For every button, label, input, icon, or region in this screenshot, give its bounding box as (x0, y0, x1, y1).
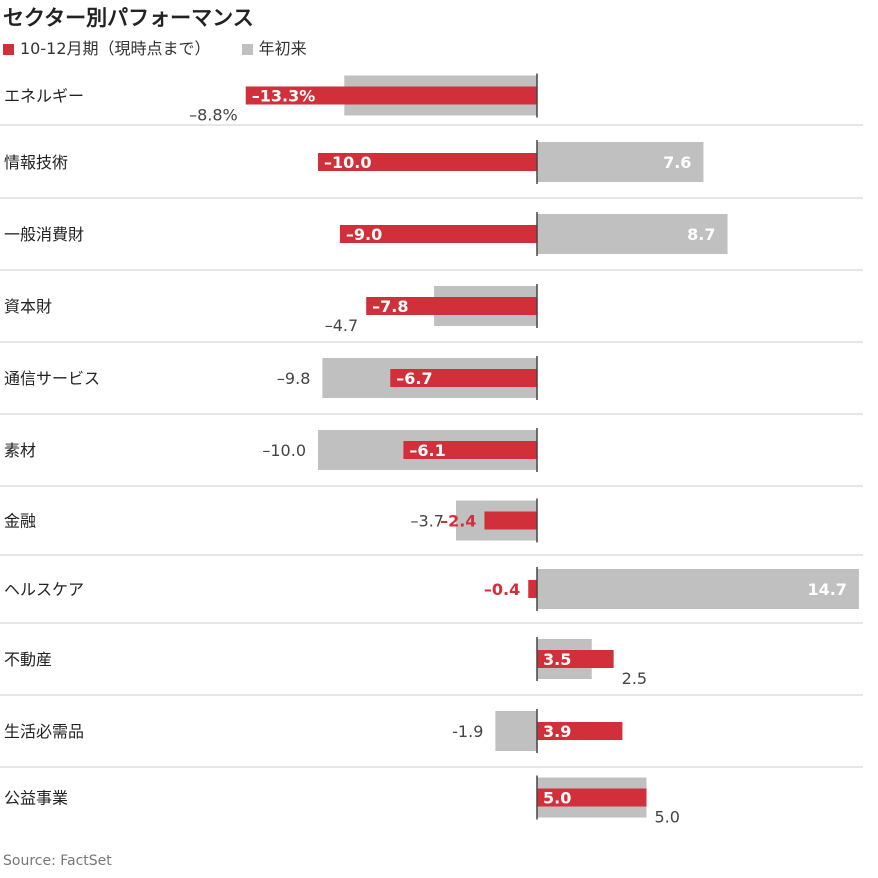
data-label-q4: 5.0 (543, 789, 571, 808)
data-label-ytd: –8.8% (189, 106, 238, 125)
bar-q4 (537, 788, 647, 807)
category-label: 資本財 (4, 297, 52, 316)
bar-q4 (403, 441, 537, 459)
bar-ytd (537, 214, 728, 254)
category-label: エネルギー (4, 87, 84, 106)
data-label-q4: –13.3% (252, 87, 316, 106)
bar-q4 (245, 86, 538, 105)
legend-item-ytd: 年初来 (241, 35, 307, 59)
bar-q4 (528, 580, 537, 598)
legend-label-q4: 10-12月期（現時点まで） (20, 39, 211, 58)
data-label-q4: –2.4 (440, 512, 476, 531)
category-label: 生活必需品 (4, 722, 84, 741)
legend-swatch-q4 (3, 44, 14, 55)
data-label-q4: –6.7 (396, 369, 432, 388)
legend: 10-12月期（現時点まで） 年初来 (3, 35, 333, 59)
data-label-ytd: 5.0 (655, 808, 680, 827)
data-label-q4: –9.0 (346, 225, 382, 244)
data-label-q4: –7.8 (372, 297, 408, 316)
bar-ytd (537, 569, 859, 609)
data-label-ytd: –4.7 (325, 316, 358, 335)
category-label: ヘルスケア (4, 580, 84, 599)
data-label-ytd: 7.6 (663, 153, 691, 172)
bar-q4 (537, 722, 623, 740)
legend-item-q4: 10-12月期（現時点まで） (3, 35, 211, 59)
data-label-q4: 3.9 (543, 722, 571, 741)
data-label-ytd: –9.8 (277, 369, 310, 388)
bar-q4 (318, 153, 537, 171)
category-label: 一般消費財 (4, 225, 84, 244)
category-label: 金融 (4, 512, 36, 531)
bar-q4 (390, 369, 537, 387)
data-label-ytd: 8.7 (687, 225, 715, 244)
category-label: 不動産 (4, 650, 52, 669)
bar-q4 (537, 650, 614, 668)
legend-swatch-ytd (241, 44, 253, 55)
category-label: 素材 (4, 441, 36, 460)
bar-q4 (484, 511, 537, 530)
source-note: Source: FactSet (3, 853, 112, 869)
data-label-q4: 3.5 (543, 650, 571, 669)
data-label-q4: –10.0 (324, 153, 371, 172)
data-label-ytd: –10.0 (262, 441, 306, 460)
bar-q4 (339, 225, 537, 243)
bar-ytd (537, 142, 704, 182)
category-label: 通信サービス (4, 369, 100, 388)
data-label-q4: –6.1 (409, 441, 445, 460)
bar-chart: エネルギー –13.3% –8.8% 情報技術 –10.0 7.6 一般消費財 –9.0 8.7… (0, 73, 863, 827)
data-label-ytd: 2.5 (622, 669, 647, 688)
bar-q4 (366, 297, 537, 315)
legend-label-ytd: 年初来 (258, 39, 307, 58)
data-label-ytd: -1.9 (452, 722, 483, 741)
data-label-q4: –0.4 (484, 580, 520, 599)
category-label: 公益事業 (4, 789, 68, 808)
category-label: 情報技術 (4, 153, 68, 172)
data-label-ytd: 14.7 (807, 580, 846, 599)
bar-ytd (495, 711, 537, 751)
data-label-ytd: –3.7 (411, 512, 444, 531)
chart-title: セクター別パフォーマンス (3, 6, 254, 30)
